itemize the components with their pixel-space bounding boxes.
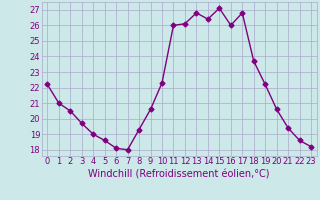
X-axis label: Windchill (Refroidissement éolien,°C): Windchill (Refroidissement éolien,°C)	[88, 169, 270, 179]
